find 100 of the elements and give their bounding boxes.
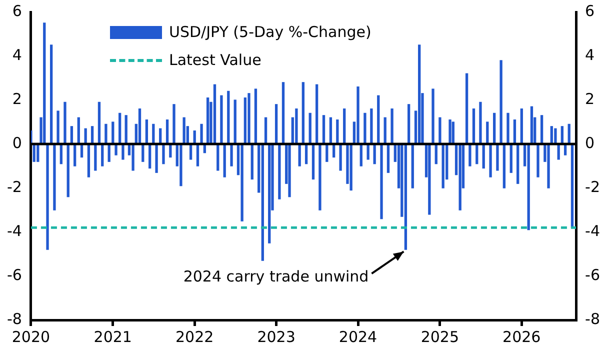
bar	[442, 144, 444, 188]
bar	[295, 108, 298, 144]
y2-tick-label: -4	[585, 222, 600, 240]
bar	[370, 108, 373, 144]
bar	[132, 144, 134, 171]
bar	[318, 144, 322, 210]
bar	[373, 144, 376, 164]
bar	[104, 124, 108, 144]
bar	[274, 104, 278, 144]
bar	[308, 112, 312, 144]
bar	[244, 97, 247, 144]
bar	[46, 144, 49, 250]
y-tick-label: -6	[6, 266, 22, 284]
bar	[540, 115, 544, 144]
y-tick-label: 0	[12, 134, 22, 152]
bar	[322, 115, 326, 144]
x-tick-label: 2026	[502, 328, 541, 346]
bar	[438, 117, 442, 144]
bar	[407, 104, 410, 144]
x-tick-label: 2022	[176, 328, 214, 346]
bar	[227, 90, 230, 144]
bar	[220, 95, 223, 144]
y2-tick-label: 0	[585, 134, 595, 152]
bar	[339, 144, 342, 171]
y-tick-label: 2	[12, 90, 22, 108]
bar	[240, 144, 244, 222]
bar	[138, 108, 142, 144]
bar	[356, 86, 360, 144]
y2-tick-label: 2	[585, 90, 595, 108]
bar	[390, 108, 394, 144]
bar	[380, 144, 383, 220]
bar	[536, 144, 540, 178]
bar	[468, 144, 472, 166]
bar	[206, 97, 210, 144]
bar	[180, 144, 182, 186]
x-tick-label: 2020	[12, 328, 50, 346]
bar	[213, 84, 216, 144]
bar	[234, 100, 236, 144]
x-tick-label: 2023	[257, 328, 296, 346]
bar	[364, 112, 366, 144]
bar	[570, 144, 574, 228]
bar	[66, 144, 70, 198]
y2-tick-label: 4	[585, 46, 595, 64]
bar	[315, 84, 318, 144]
bar	[343, 108, 346, 144]
bar	[282, 82, 285, 144]
bar	[530, 106, 534, 144]
bar	[479, 102, 482, 144]
bar	[261, 144, 264, 261]
bar	[502, 144, 506, 188]
bar	[547, 144, 550, 188]
bar	[465, 73, 468, 144]
bar	[302, 82, 304, 144]
bar	[516, 144, 520, 184]
bar	[50, 44, 53, 144]
bar	[94, 144, 97, 171]
bar	[554, 128, 557, 144]
y-tick-label: -8	[6, 310, 22, 328]
bar	[489, 144, 492, 178]
bar	[411, 144, 414, 188]
y2-tick-label: -6	[585, 266, 600, 284]
legend-label: USD/JPY (5-Day %-Change)	[169, 23, 372, 41]
bar	[448, 119, 452, 144]
bar	[493, 112, 496, 144]
bar	[377, 95, 380, 144]
bar	[404, 144, 408, 250]
y2-tick-label: -8	[585, 310, 600, 328]
bar	[432, 88, 434, 144]
bar	[84, 128, 87, 144]
bar	[278, 144, 281, 200]
y-tick-label: 6	[12, 2, 22, 20]
x-tick-label: 2024	[338, 328, 378, 346]
x-tick-label: 2025	[420, 328, 460, 346]
annotation: 2024 carry trade unwind	[183, 267, 369, 286]
bar	[200, 124, 203, 144]
bar	[64, 102, 66, 144]
bar	[472, 108, 476, 144]
bar	[506, 112, 510, 144]
bar	[520, 108, 523, 144]
bar	[43, 22, 46, 144]
bar	[288, 144, 291, 198]
y2-tick-label: 6	[585, 2, 595, 20]
bar	[172, 104, 176, 144]
bar	[527, 144, 530, 230]
bar	[418, 44, 421, 144]
bar	[496, 144, 499, 171]
bar	[500, 60, 502, 144]
bar	[230, 144, 233, 166]
y-tick-label: -2	[6, 178, 22, 196]
bar	[268, 144, 271, 244]
bar	[254, 88, 258, 144]
y-tick-label: 4	[12, 46, 22, 64]
bar	[162, 144, 165, 164]
bar	[56, 110, 60, 144]
bar	[428, 144, 431, 215]
bar	[458, 144, 462, 210]
bar	[248, 93, 250, 144]
bar	[53, 144, 56, 210]
bar	[350, 144, 352, 191]
legend-label: Latest Value	[169, 51, 262, 69]
